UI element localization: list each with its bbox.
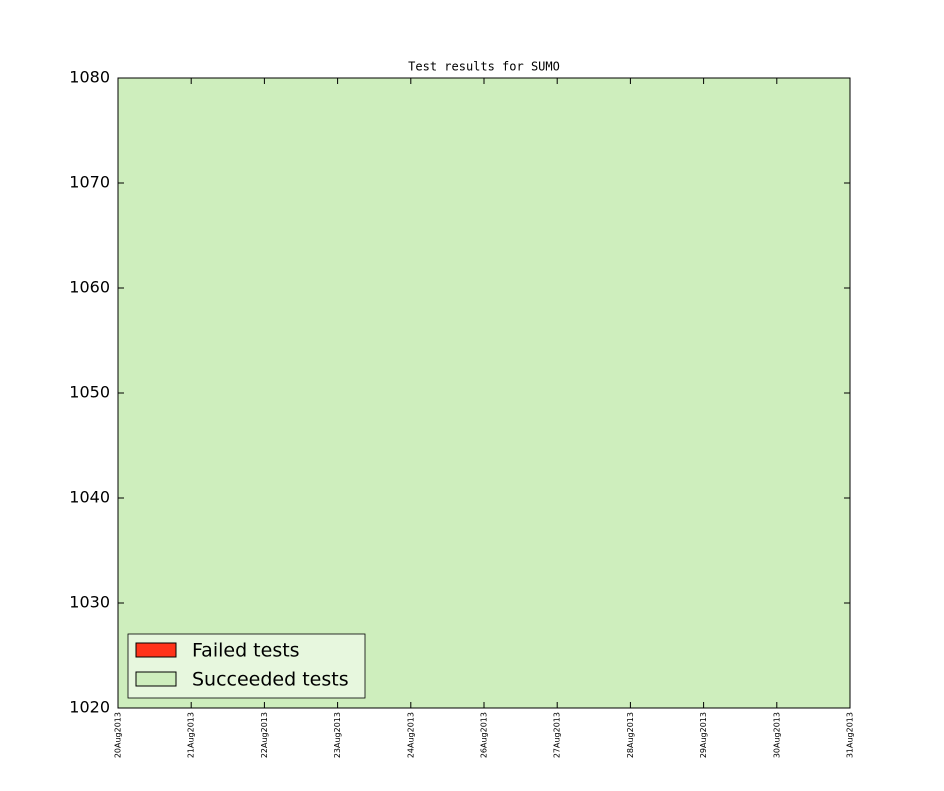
chart-title: Test results for SUMO (408, 60, 560, 74)
area (118, 78, 850, 708)
x-tick-label: 26Aug2013 (480, 712, 489, 758)
x-tick-label: 27Aug2013 (553, 712, 562, 758)
y-tick-label: 1020 (69, 698, 110, 717)
x-tick-label: 20Aug2013 (114, 712, 123, 758)
x-tick-label: 24Aug2013 (406, 712, 415, 758)
x-tick-label: 30Aug2013 (772, 712, 781, 758)
y-tick-label: 1080 (69, 68, 110, 87)
x-tick-label: 22Aug2013 (260, 712, 269, 758)
y-tick-label: 1070 (69, 173, 110, 192)
y-tick-label: 1040 (69, 488, 110, 507)
y-tick-label: 1060 (69, 278, 110, 297)
x-tick-label: 31Aug2013 (846, 712, 855, 758)
y-tick-label: 1050 (69, 383, 110, 402)
legend-label: Failed tests (192, 640, 300, 662)
x-tick-label: 23Aug2013 (333, 712, 342, 758)
x-tick-label: 21Aug2013 (187, 712, 196, 758)
x-tick-label: 28Aug2013 (626, 712, 635, 758)
x-tick-label: 29Aug2013 (699, 712, 708, 758)
legend-swatch (135, 642, 177, 658)
legend-swatch (135, 671, 177, 687)
y-tick-label: 1030 (69, 593, 110, 612)
legend-label: Succeeded tests (192, 669, 349, 691)
